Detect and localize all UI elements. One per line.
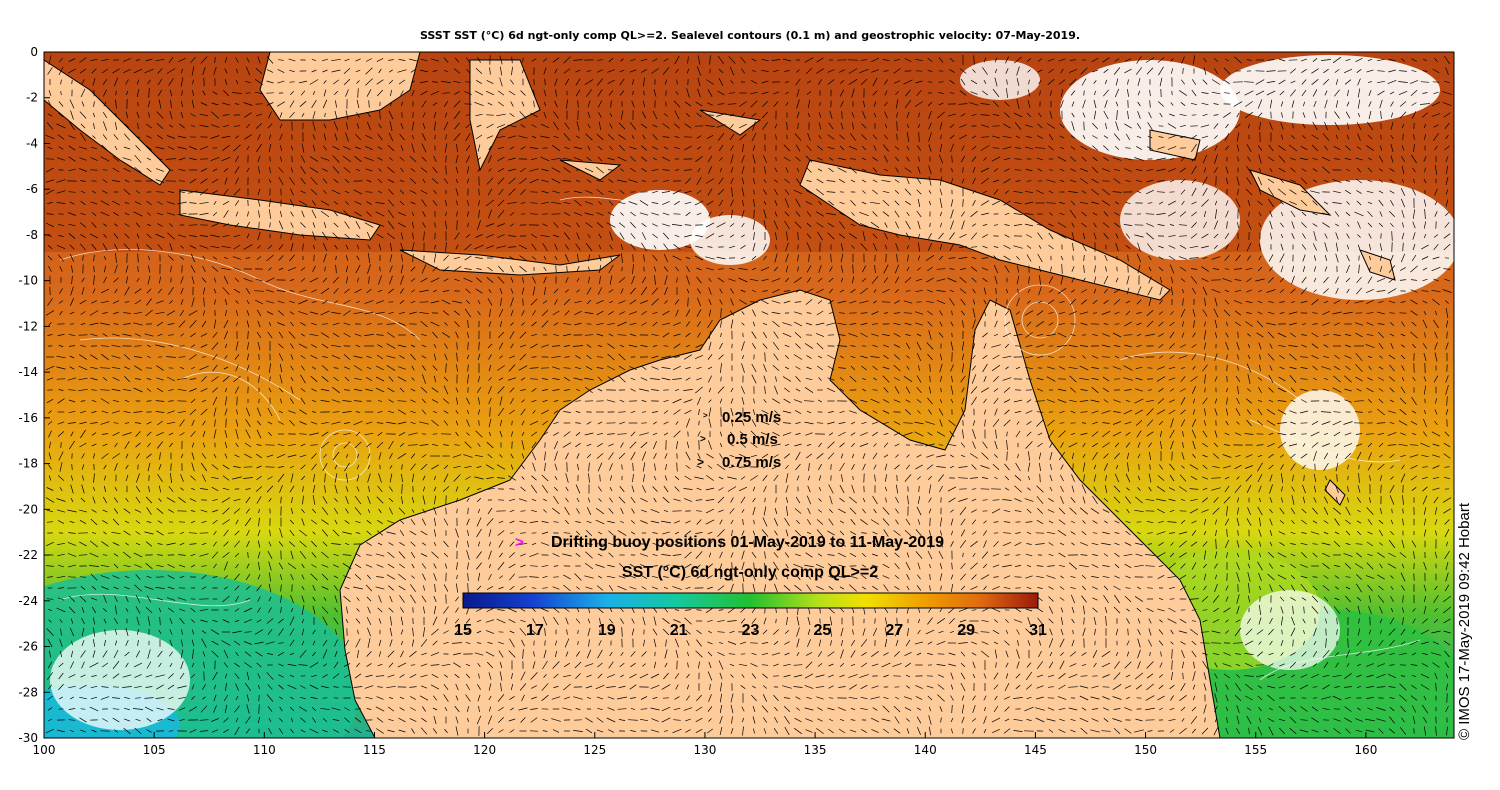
y-tick-label: -16	[18, 411, 38, 425]
colorbar-tick-label: 21	[670, 622, 688, 639]
map-frame	[43, 51, 1455, 739]
x-tick-label: 145	[1024, 743, 1047, 757]
velocity-legend-2: 0.75 m/s	[722, 454, 781, 471]
y-tick-label: -28	[18, 685, 38, 699]
map-title: SSST SST (°C) 6d ngt-only comp QL>=2. Se…	[419, 29, 1081, 42]
y-tick-label: -12	[18, 319, 38, 333]
y-tick-label: -14	[18, 365, 38, 379]
colorbar-gradient	[462, 592, 1039, 609]
map-area	[44, 52, 1454, 738]
y-tick-label: 0	[30, 45, 38, 59]
buoy-symbol: >	[515, 534, 524, 551]
geostrophic-velocity-arrows	[45, 54, 1452, 736]
credit-text: © IMOS 17-May-2019 09:42 Hobart	[1456, 503, 1473, 740]
sst-colorbar: SST (°C) 6d ngt-only comp QL>=2 15 17 19 21…	[454, 564, 1047, 639]
colorbar-tick-label: 31	[1029, 622, 1047, 639]
colorbar-tick-label: 23	[742, 622, 760, 639]
x-tick-label: 130	[693, 743, 716, 757]
x-tick-label: 120	[473, 743, 496, 757]
velocity-legend-1: 0.5 m/s	[727, 431, 778, 448]
y-tick-label: -2	[26, 91, 38, 105]
new-guinea-landmass	[799, 159, 1171, 301]
y-tick-label: -22	[18, 548, 38, 562]
y-tick-label: -10	[18, 274, 38, 288]
y-tick-label: -4	[26, 136, 38, 150]
x-tick-label: 115	[363, 743, 386, 757]
y-tick-label: -18	[18, 457, 38, 471]
x-tick-label: 155	[1244, 743, 1267, 757]
y-axis-ticks: 0 -2 -4 -6 -8 -10 -12 -14 -16 -18 -20 -22 -24 -26 -28 -…	[18, 45, 50, 745]
australia-landmass	[339, 289, 1221, 738]
colorbar-tick-label: 17	[526, 622, 544, 639]
colorbar-title: SST (°C) 6d ngt-only comp QL>=2	[622, 564, 878, 581]
colorbar-tick-label: 15	[454, 622, 472, 639]
y-tick-label: -20	[18, 502, 38, 516]
x-tick-label: 135	[804, 743, 827, 757]
y-tick-label: -8	[26, 228, 38, 242]
y-tick-label: -26	[18, 640, 38, 654]
velocity-legend: > 0.25 m/s > 0.5 m/s > 0.75 m/s	[697, 409, 781, 471]
colorbar-tick-label: 19	[598, 622, 616, 639]
x-tick-label: 100	[33, 743, 56, 757]
colorbar-tick-label: 29	[957, 622, 975, 639]
x-tick-label: 140	[914, 743, 937, 757]
y-tick-label: -6	[26, 182, 38, 196]
x-tick-label: 110	[253, 743, 276, 757]
x-tick-label: 160	[1354, 743, 1377, 757]
x-tick-label: 125	[583, 743, 606, 757]
x-axis-ticks: 100 105 110 115 120 125 130 135 140 145 150 155 160	[33, 732, 1377, 757]
y-tick-label: -30	[18, 731, 38, 745]
buoy-legend-label: Drifting buoy positions 01-May-2019 to 1…	[551, 534, 944, 551]
colorbar-tick-label: 27	[885, 622, 903, 639]
x-tick-label: 150	[1134, 743, 1157, 757]
velocity-legend-0: 0.25 m/s	[722, 409, 781, 426]
x-tick-label: 105	[143, 743, 166, 757]
colorbar-tick-label: 25	[813, 622, 831, 639]
y-tick-label: -24	[18, 594, 38, 608]
buoy-legend: > Drifting buoy positions 01-May-2019 to…	[515, 534, 944, 551]
